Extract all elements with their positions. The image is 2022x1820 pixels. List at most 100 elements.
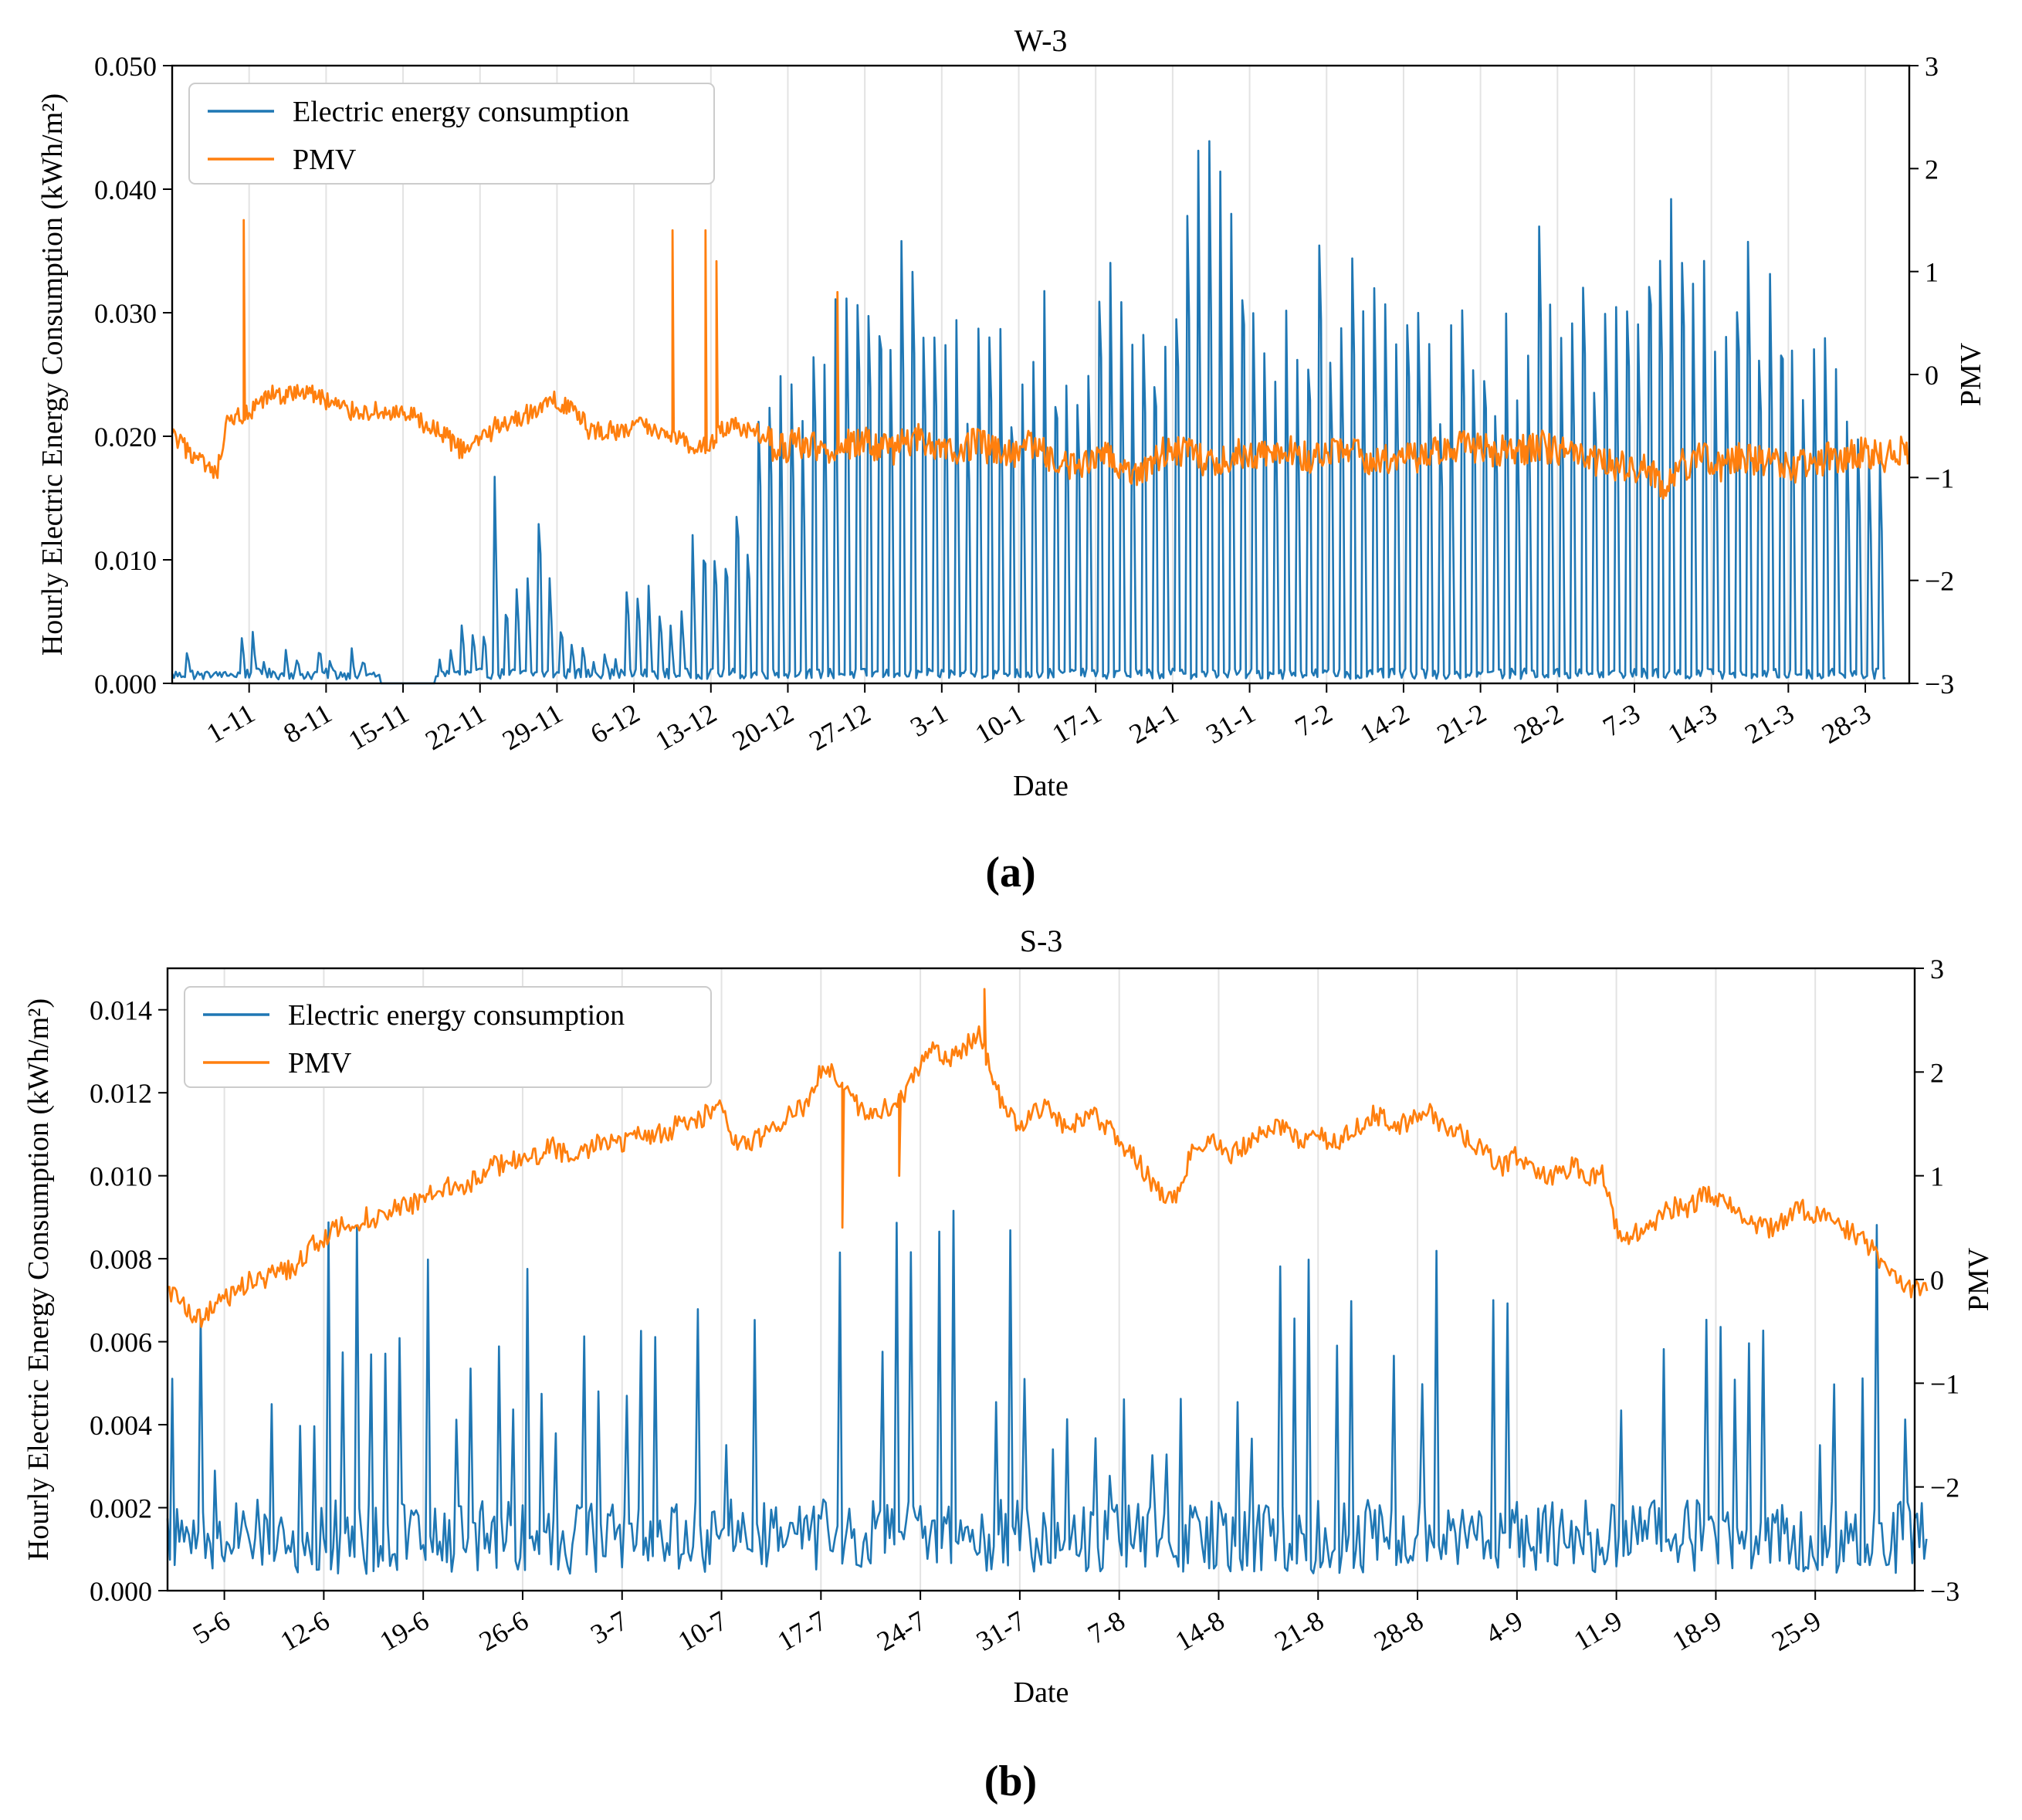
x-tick-label: 3-7	[585, 1605, 633, 1650]
legend-pmv-label: PMV	[288, 1047, 352, 1079]
legend-pmv-label: PMV	[293, 144, 357, 176]
energy-line	[166, 1209, 1928, 1575]
pmv-series	[171, 219, 1909, 500]
right-y-tick-label: −1	[1925, 463, 1954, 493]
x-tick-label: 10-7	[672, 1605, 732, 1657]
pmv-line	[167, 988, 1929, 1328]
x-tick-label: 5-6	[188, 1605, 235, 1650]
x-tick-label: 6-12	[585, 697, 645, 750]
right-y-tick-label: −3	[1925, 669, 1954, 700]
left-y-tick-label: 0.004	[90, 1410, 152, 1441]
panel-caption: (a)	[985, 849, 1035, 896]
x-tick-label: 22-11	[420, 697, 491, 756]
right-y-axis: −3 −2 −1 0 1 2 3	[1909, 51, 1954, 700]
x-tick-label: 24-1	[1124, 697, 1184, 750]
legend-energy-label: Electric energy consumption	[293, 96, 629, 128]
chart-panel-s3: 0.000 0.002 0.004 0.006 0.008 0.010 0.012 0.014…	[22, 924, 1995, 1805]
x-tick-label: 29-11	[497, 697, 568, 756]
x-tick-label: 17-1	[1047, 697, 1106, 750]
left-y-tick-label: 0.040	[94, 175, 157, 205]
right-y-tick-label: −2	[1925, 566, 1954, 597]
left-y-tick-label: 0.000	[90, 1576, 152, 1607]
right-y-tick-label: 2	[1925, 154, 1939, 185]
x-tick-label: 28-3	[1817, 697, 1876, 750]
right-y-tick-label: 1	[1925, 257, 1939, 288]
left-y-tick-label: 0.014	[90, 995, 152, 1026]
legend: Electric energy consumption PMV	[184, 986, 712, 1088]
x-tick-label: 21-3	[1739, 697, 1799, 750]
left-y-tick-label: 0.006	[90, 1327, 152, 1358]
left-y-tick-label: 0.010	[94, 545, 157, 576]
legend: Electric energy consumption PMV	[188, 83, 715, 185]
left-y-axis-label: Hourly Electric Energy Consumption (kWh/…	[36, 93, 69, 656]
x-tick-label: 17-7	[772, 1605, 831, 1657]
x-tick-label: 18-9	[1667, 1605, 1726, 1657]
x-tick-label: 25-9	[1766, 1605, 1826, 1657]
chart-panel-w3: 0.000 0.010 0.020 0.030 0.040 0.050 −3 −2 −1 0 1 2…	[36, 23, 1987, 896]
left-y-tick-label: 0.012	[90, 1078, 152, 1109]
panel-caption: (b)	[984, 1757, 1037, 1805]
left-y-tick-label: 0.002	[90, 1493, 152, 1524]
right-y-axis: −3 −2 −1 0 1 2 3	[1915, 954, 1959, 1607]
x-tick-label: 7-2	[1290, 697, 1338, 743]
x-tick-label: 24-7	[872, 1605, 931, 1657]
right-y-tick-label: 0	[1925, 360, 1939, 391]
right-y-tick-label: 1	[1930, 1161, 1944, 1192]
x-tick-label: 27-12	[804, 697, 876, 757]
x-tick-label: 7-3	[1597, 697, 1645, 743]
left-y-tick-label: 0.000	[94, 669, 157, 700]
chart-title: S-3	[1020, 924, 1063, 958]
x-tick-label: 14-8	[1170, 1605, 1229, 1657]
x-tick-label: 10-1	[970, 697, 1029, 750]
x-axis-label: Date	[1013, 770, 1069, 802]
pmv-line	[171, 219, 1909, 500]
left-y-tick-label: 0.030	[94, 298, 157, 329]
right-y-tick-label: 2	[1930, 1057, 1944, 1088]
energy-line	[171, 140, 1886, 685]
right-y-axis-label: PMV	[1955, 342, 1987, 406]
x-tick-label: 14-3	[1663, 697, 1722, 750]
x-tick-label: 21-2	[1431, 697, 1491, 750]
chart-title: W-3	[1014, 23, 1068, 58]
x-tick-label: 3-1	[905, 697, 953, 743]
left-y-axis: 0.000 0.010 0.020 0.030 0.040 0.050	[94, 51, 172, 700]
right-y-tick-label: −2	[1930, 1473, 1959, 1503]
left-y-tick-label: 0.008	[90, 1244, 152, 1275]
x-tick-label: 28-8	[1369, 1605, 1428, 1657]
pmv-series	[167, 988, 1929, 1328]
right-y-tick-label: 3	[1930, 954, 1944, 985]
x-tick-label: 15-11	[343, 697, 414, 756]
right-y-tick-label: −1	[1930, 1368, 1959, 1399]
x-tick-label: 1-11	[202, 697, 260, 749]
x-axis: 1-11 8-11 15-11 22-11 29-11 6-12 13-12 20-12 27-…	[202, 683, 1876, 757]
x-tick-label: 4-9	[1480, 1605, 1528, 1650]
x-tick-label: 14-2	[1355, 697, 1414, 750]
legend-box	[188, 83, 715, 185]
legend-box	[184, 986, 712, 1088]
left-y-axis-label: Hourly Electric Energy Consumption (kWh/…	[22, 998, 55, 1561]
energy-series	[171, 140, 1886, 685]
x-tick-label: 11-9	[1569, 1605, 1627, 1656]
x-gridlines	[223, 968, 1817, 1591]
x-axis: 5-6 12-6 19-6 26-6 3-7 10-7 17-7 24-7 31-7 7-8 14-…	[188, 1591, 1826, 1657]
right-y-axis-label: PMV	[1963, 1247, 1995, 1311]
legend-energy-label: Electric energy consumption	[288, 999, 625, 1032]
left-y-tick-label: 0.050	[94, 51, 157, 82]
x-tick-label: 13-12	[650, 697, 722, 757]
x-tick-label: 7-8	[1082, 1605, 1130, 1650]
x-tick-label: 31-7	[971, 1605, 1031, 1657]
x-tick-label: 26-6	[474, 1605, 533, 1657]
x-tick-label: 28-2	[1509, 697, 1568, 750]
right-y-tick-label: 3	[1925, 51, 1939, 82]
left-y-tick-label: 0.010	[90, 1161, 152, 1192]
x-axis-label: Date	[1014, 1676, 1069, 1709]
right-y-tick-label: −3	[1930, 1576, 1959, 1607]
left-y-tick-label: 0.020	[94, 422, 157, 452]
x-tick-label: 12-6	[275, 1605, 334, 1657]
x-tick-label: 21-8	[1269, 1605, 1329, 1657]
x-tick-label: 31-1	[1201, 697, 1260, 750]
right-y-tick-label: 0	[1930, 1265, 1944, 1296]
x-tick-label: 20-12	[727, 697, 799, 757]
energy-series	[166, 1209, 1928, 1575]
